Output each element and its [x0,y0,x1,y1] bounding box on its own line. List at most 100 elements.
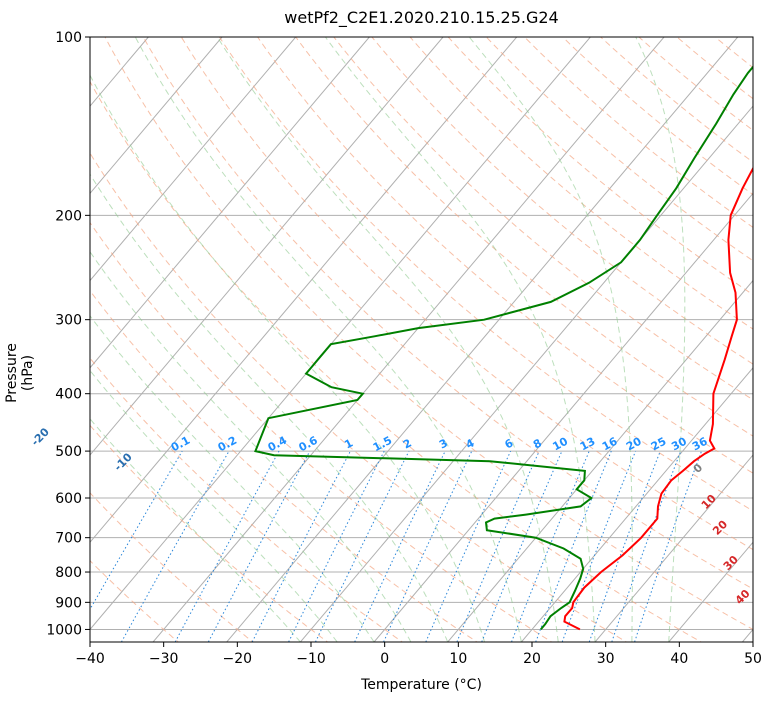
mixing-ratio-line [456,450,540,642]
isotherm-line [90,37,591,631]
mixing-ratio-label: 30 [669,435,689,454]
mixing-ratio-line [315,450,410,642]
y-tick-label: 200 [55,208,82,224]
moist-adiabat-label: 10 [699,492,719,512]
x-axis-label: Temperature (°C) [361,677,482,693]
mixing-ratio-line [354,450,446,642]
isotherm-line [90,37,223,195]
moist-adiabat [90,173,449,642]
dry-adiabat [676,37,753,100]
isotherm-line [0,37,1,642]
y-tick-label: 600 [55,491,82,507]
moist-adiabat-label: 40 [733,587,753,607]
dry-adiabat [447,37,753,296]
y-tick-label: 700 [55,531,82,547]
mixing-ratio-label: 4 [464,436,477,451]
mixing-ratio-label: 3 [437,436,450,451]
mixing-ratio-line [174,450,280,642]
mixing-ratio-label: 8 [531,436,544,451]
dry-adiabat [218,37,753,512]
moist-adiabat [216,37,559,642]
dry-adiabat [599,37,753,163]
y-tick-label: 900 [55,595,82,611]
dry-adiabat [485,37,753,262]
y-tick-label: 300 [55,313,82,329]
dry-adiabat [638,37,753,131]
dry-adiabat [90,357,404,642]
x-tick-label: 50 [744,651,762,667]
x-tick-label: −20 [223,651,253,667]
isotherm-line [594,454,753,642]
y-axis-label: Pressure (hPa) [4,343,36,403]
dry-adiabat [752,37,753,38]
isotherm-line [521,367,753,642]
isotherm-line [90,37,370,369]
isotherm-line [742,628,753,642]
isotherm-line [447,279,753,642]
y-tick-label: 400 [55,387,82,403]
moist-adiabat [90,369,338,642]
chart-title: wetPf2_C2E1.2020.210.15.25.G24 [284,8,559,27]
dry-adiabat [90,80,703,642]
mixing-ratio-line [511,450,590,642]
mixing-ratio-line [120,450,230,642]
mixing-ratio-line [535,450,612,642]
dry-adiabat [90,559,180,642]
plot-frame [89,36,754,643]
mixing-ratio-label: 16 [600,435,620,454]
isotherm-line [90,37,444,456]
dry-adiabat [90,424,329,642]
dry-adiabat [142,37,753,590]
x-tick-label: 10 [449,651,467,667]
moist-adiabat-label: 30 [721,553,741,573]
mixing-ratio-label: 25 [649,435,669,454]
mixing-ratio-line [481,450,563,642]
mixing-ratio-line [288,450,385,642]
mixing-ratio-label: 1 [342,436,355,451]
x-tick-label: 0 [380,651,389,667]
moist-adiabat [90,74,486,642]
mixing-ratio-label: 13 [578,435,598,454]
dry-adiabat [90,289,478,642]
mixing-ratio-line [611,450,682,642]
x-tick-label: 20 [523,651,541,667]
y-tick-label: 100 [55,30,82,46]
y-tick-label: 500 [55,444,82,460]
mixing-ratio-line [207,450,311,642]
isotherm-line [90,37,297,282]
moist-adiabat [90,315,375,642]
moist-adiabat [134,37,522,642]
y-tick-label: 800 [55,565,82,581]
moist-adiabat [90,250,412,642]
x-tick-label: −30 [149,651,179,667]
mixing-ratio-label: 10 [550,435,570,454]
mixing-ratio-label: 2 [401,436,414,451]
dry-adiabat [180,37,753,551]
isotherm-line [152,37,665,642]
x-tick-label: 30 [597,651,615,667]
moist-adiabat [635,37,686,642]
x-tick-label: −10 [296,651,326,667]
dry-adiabat [256,37,753,474]
moist-adiabat [324,37,596,642]
dry-adiabat [90,221,553,642]
isotherm-line [300,105,753,642]
mixing-ratio-line [425,450,512,642]
moist-adiabat [468,37,633,642]
isotherm-line [373,192,753,642]
x-tick-label: 40 [670,651,688,667]
x-tick-label: −40 [75,651,105,667]
isotherm-line [90,37,518,544]
dewpoint-trace [254,65,753,631]
dry-adiabat [409,37,753,330]
mixing-ratio-line [383,450,473,642]
y-tick-label: 1000 [46,622,82,638]
dry-adiabat [104,37,753,630]
dry-adiabat [714,37,753,69]
moist-adiabat-label: 0 [691,461,706,476]
moist-adiabat [90,418,301,642]
dry-adiabat-label: -20 [29,425,52,448]
dry-adiabat [561,37,753,196]
mixing-ratio-label: 36 [690,435,710,454]
